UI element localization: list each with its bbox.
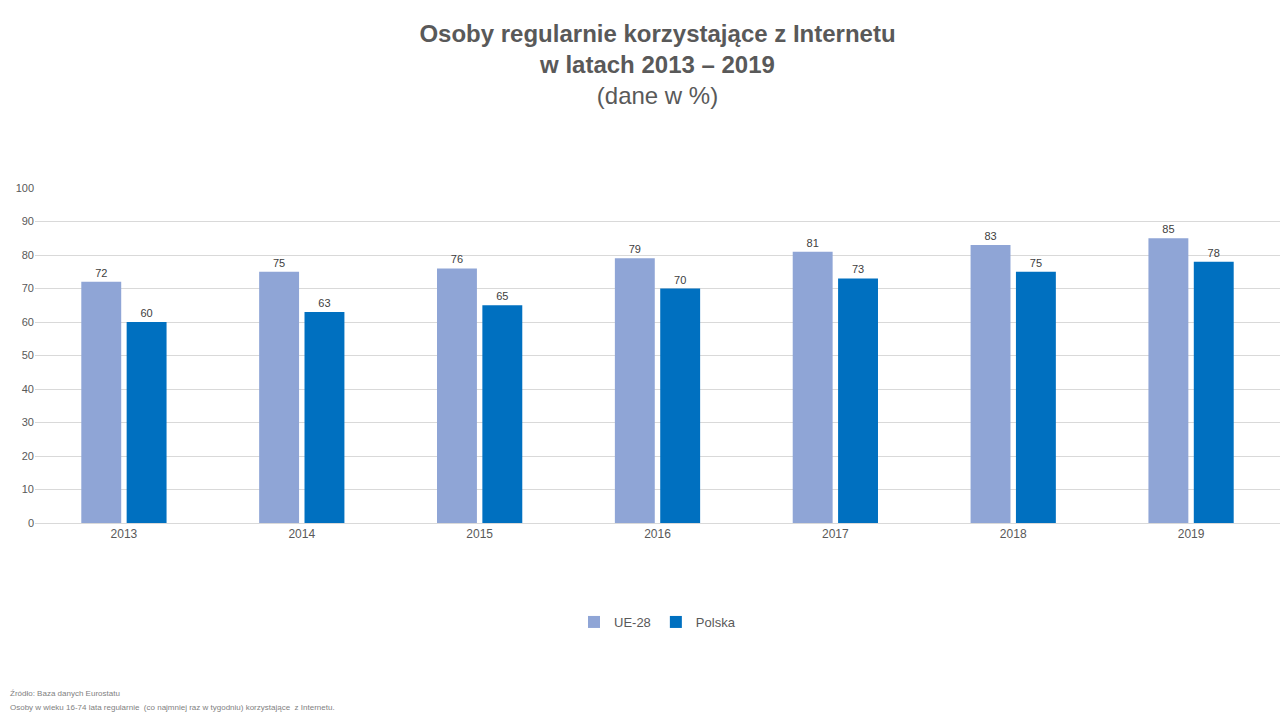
svg-text:30: 30 <box>22 416 34 428</box>
svg-text:78: 78 <box>1208 247 1220 259</box>
svg-text:63: 63 <box>318 297 330 309</box>
svg-text:40: 40 <box>22 383 34 395</box>
svg-text:0: 0 <box>28 517 34 529</box>
svg-text:Osoby regularnie korzystające: Osoby regularnie korzystające z Internet… <box>419 20 895 109</box>
svg-text:76: 76 <box>451 253 463 265</box>
svg-text:60: 60 <box>22 316 34 328</box>
svg-text:UE-28: UE-28 <box>614 615 651 630</box>
svg-text:Osoby w wieku 16-74 lata regul: Osoby w wieku 16-74 lata regularnie (co … <box>10 703 335 712</box>
svg-text:72: 72 <box>95 267 107 279</box>
svg-text:2018: 2018 <box>1000 527 1027 541</box>
svg-text:2016: 2016 <box>644 527 671 541</box>
svg-text:79: 79 <box>629 243 641 255</box>
svg-text:70: 70 <box>674 274 686 286</box>
svg-text:50: 50 <box>22 349 34 361</box>
svg-text:75: 75 <box>273 257 285 269</box>
svg-text:10: 10 <box>22 483 34 495</box>
svg-text:2013: 2013 <box>111 527 138 541</box>
svg-text:75: 75 <box>1030 257 1042 269</box>
svg-text:2019: 2019 <box>1178 527 1205 541</box>
svg-text:2017: 2017 <box>822 527 849 541</box>
svg-text:2015: 2015 <box>466 527 493 541</box>
svg-text:65: 65 <box>496 290 508 302</box>
svg-text:80: 80 <box>22 249 34 261</box>
svg-text:20: 20 <box>22 450 34 462</box>
svg-text:83: 83 <box>984 230 996 242</box>
svg-text:Polska: Polska <box>696 615 736 630</box>
svg-text:81: 81 <box>807 237 819 249</box>
svg-text:90: 90 <box>22 215 34 227</box>
svg-text:60: 60 <box>140 307 152 319</box>
svg-text:2014: 2014 <box>288 527 315 541</box>
svg-text:73: 73 <box>852 263 864 275</box>
svg-text:85: 85 <box>1162 223 1174 235</box>
svg-text:Źródło: Baza danych Eurostatu: Źródło: Baza danych Eurostatu <box>10 689 120 698</box>
svg-text:70: 70 <box>22 282 34 294</box>
svg-text:100: 100 <box>16 182 34 194</box>
